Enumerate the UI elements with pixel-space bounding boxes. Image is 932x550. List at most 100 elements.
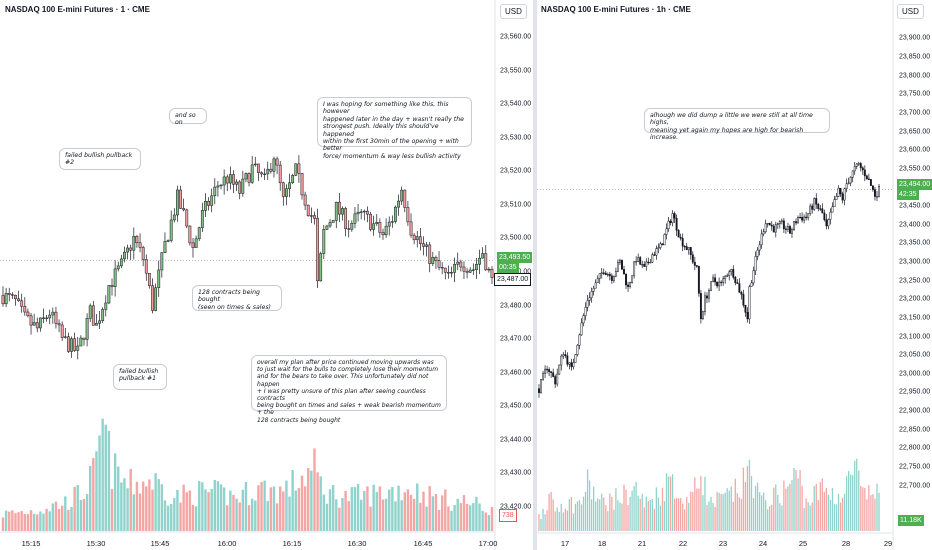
right-currency-button[interactable]: USD: [897, 4, 924, 19]
volume-bar: [805, 498, 807, 531]
candle-up: [574, 354, 577, 363]
left-chart-svg[interactable]: [0, 0, 533, 550]
price-axis-label: 23,250.00: [899, 277, 931, 285]
volume-bar: [145, 486, 148, 531]
candle-up: [431, 257, 435, 264]
note-128-contracts[interactable]: 128 contracts being bought (seen on time…: [192, 285, 282, 311]
candle-up: [309, 215, 313, 217]
volume-bar: [823, 491, 826, 531]
candle-down: [795, 221, 797, 224]
volume-bar: [335, 499, 338, 531]
right-chart-svg[interactable]: [537, 0, 932, 550]
candle-up: [849, 176, 852, 184]
candle-up: [687, 247, 690, 250]
volume-bar: [611, 496, 613, 531]
candle-up: [780, 220, 783, 222]
note-hoping[interactable]: I was hoping for something like this, th…: [317, 97, 472, 160]
candle-up: [126, 247, 129, 253]
volume-bar: [113, 453, 117, 531]
volume-bar: [673, 498, 676, 531]
volume-bar: [369, 506, 372, 531]
volume-bar: [643, 507, 645, 531]
volume-bar: [627, 505, 629, 531]
volume-bar: [736, 493, 738, 531]
candle-up: [350, 223, 354, 230]
volume-bar: [381, 499, 385, 531]
candle-down: [29, 315, 33, 326]
volume-bar: [36, 514, 39, 531]
candle-up: [319, 253, 323, 282]
candle-up: [334, 201, 338, 221]
candle-up: [562, 354, 565, 357]
volume-bar: [478, 503, 481, 531]
volume-bar: [226, 505, 229, 531]
left-chart-panel[interactable]: NASDAQ 100 E-mini Futures · 1 · CME USD …: [0, 0, 533, 550]
panel-divider[interactable]: [533, 0, 537, 550]
volume-bar: [188, 490, 192, 531]
candle-up: [600, 272, 603, 274]
right-chart-panel[interactable]: NASDAQ 100 E-mini Futures · 1h · CME USD…: [537, 0, 932, 550]
volume-bar: [667, 476, 670, 531]
volume-bar: [647, 500, 649, 531]
volume-bar: [748, 459, 751, 531]
volume-bar: [752, 497, 755, 531]
time-axis-label: 15:45: [150, 539, 170, 548]
candle-down: [185, 209, 189, 227]
volume-bar: [767, 509, 769, 531]
candle-down: [73, 338, 77, 351]
volume-bar: [319, 476, 322, 531]
note-and-so-on[interactable]: and so on: [169, 108, 207, 126]
volume-bar: [645, 496, 647, 531]
volume-bar: [431, 496, 435, 531]
note-failed-pullback-1[interactable]: failed bullish pullback #1: [113, 364, 167, 390]
volume-bar: [257, 485, 260, 531]
candle-up: [750, 282, 753, 287]
note-all-time-highs[interactable]: alhough we did dump a little we were sti…: [644, 108, 830, 141]
candle-up: [584, 306, 587, 316]
volume-bar: [331, 485, 335, 531]
volume-bar: [694, 477, 696, 531]
candle-up: [228, 174, 232, 184]
volume-bar: [101, 418, 104, 531]
volume-bar: [570, 497, 573, 531]
note-failed-pullback-2[interactable]: failed bullish pullback #2: [59, 148, 141, 170]
volume-bar: [300, 475, 304, 531]
candle-down: [653, 254, 656, 256]
candle-up: [119, 258, 123, 267]
left-currency-button[interactable]: USD: [500, 4, 527, 19]
volume-bar: [163, 500, 167, 531]
volume-bar: [416, 483, 419, 531]
candle-up: [766, 222, 769, 225]
volume-bar: [850, 474, 852, 531]
candle-up: [847, 182, 850, 185]
candle-down: [683, 245, 686, 248]
candle-up: [263, 173, 267, 175]
candle-up: [833, 199, 836, 208]
note-overall-plan[interactable]: overall my plan after price continued mo…: [251, 355, 447, 424]
volume-bar: [550, 491, 552, 531]
candle-down: [817, 203, 820, 209]
time-axis-label: 17: [560, 539, 570, 548]
candle-down: [434, 257, 438, 261]
volume-bar: [98, 435, 101, 531]
candle-up: [572, 362, 575, 368]
candle-down: [26, 311, 30, 317]
candle-down: [238, 181, 242, 194]
candle-down: [736, 282, 739, 284]
volume-bar: [653, 508, 656, 531]
volume-bar: [213, 480, 216, 531]
candle-up: [606, 273, 609, 276]
candle-up: [718, 281, 721, 287]
candle-down: [484, 253, 488, 271]
volume-bar: [444, 489, 447, 531]
candle-up: [837, 187, 840, 197]
candle-down: [443, 267, 447, 273]
candle-up: [612, 275, 615, 281]
volume-bar: [92, 457, 95, 531]
volume-bar: [135, 481, 139, 531]
candle-down: [366, 210, 369, 215]
candle-up: [544, 368, 547, 374]
candle-up: [63, 336, 67, 338]
candle-up: [649, 262, 652, 264]
volume-bar: [406, 489, 410, 531]
